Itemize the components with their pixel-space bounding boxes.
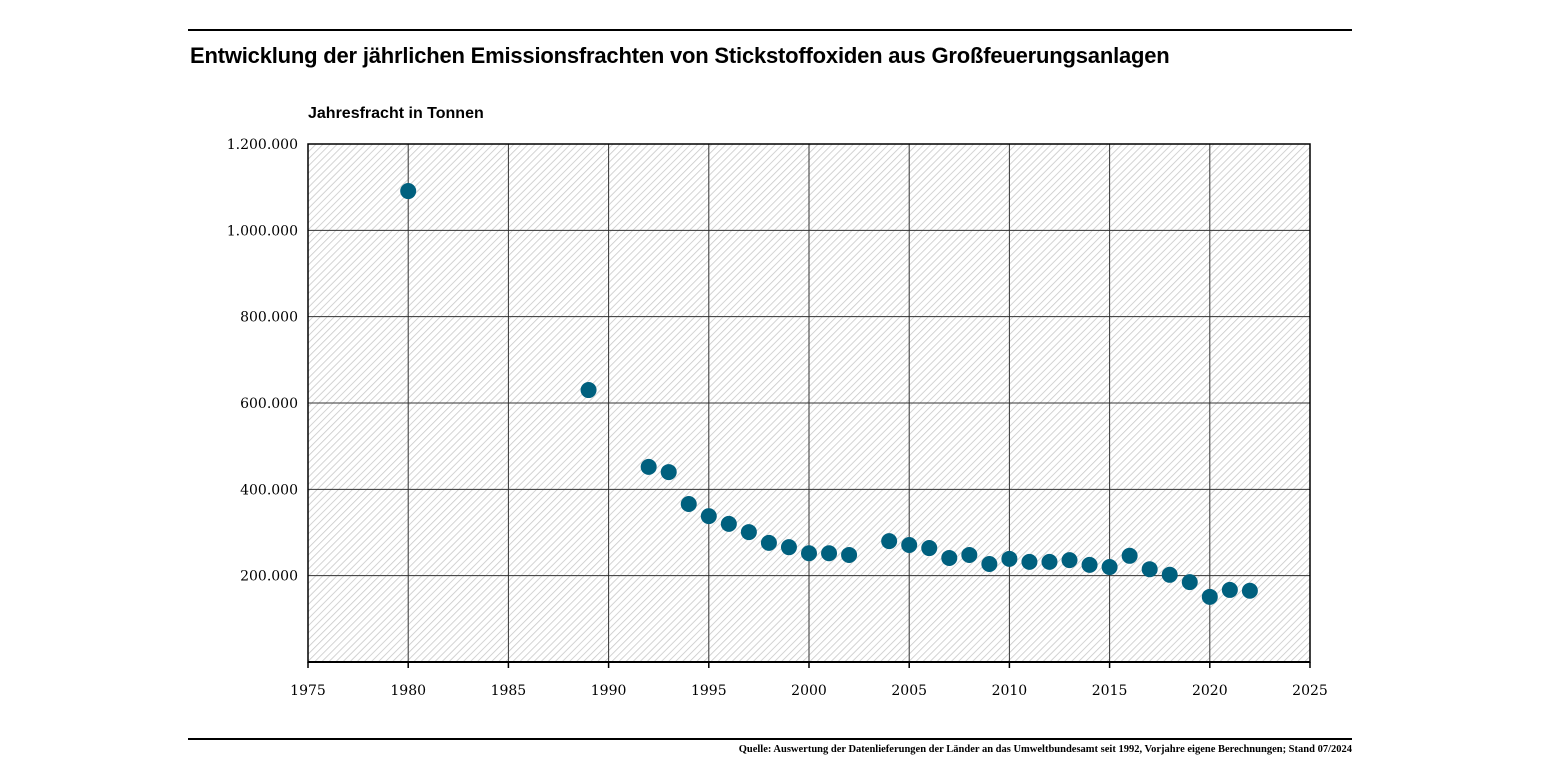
y-tick-label: 600.000 bbox=[240, 396, 298, 412]
bottom-rule bbox=[188, 738, 1352, 740]
y-tick-label: 400.000 bbox=[240, 482, 298, 498]
data-point bbox=[1141, 561, 1158, 578]
data-point bbox=[580, 382, 597, 399]
x-tick-label: 1985 bbox=[491, 683, 527, 699]
x-tick-label: 2005 bbox=[891, 683, 927, 699]
x-tick-label: 2015 bbox=[1092, 683, 1128, 699]
data-point bbox=[921, 540, 938, 557]
y-tick-label: 1.000.000 bbox=[227, 223, 298, 239]
data-point bbox=[1041, 553, 1058, 570]
x-tick-label: 1975 bbox=[290, 683, 326, 699]
top-rule bbox=[188, 29, 1352, 31]
data-point bbox=[720, 515, 737, 532]
data-point bbox=[941, 549, 958, 566]
data-point bbox=[760, 534, 777, 551]
data-point bbox=[640, 458, 657, 475]
x-tick-label: 2025 bbox=[1292, 683, 1328, 699]
data-point bbox=[400, 183, 417, 200]
data-point bbox=[801, 545, 817, 562]
data-point bbox=[680, 496, 697, 513]
data-point bbox=[1181, 574, 1198, 591]
data-point bbox=[740, 524, 757, 541]
y-tick-label: 1.200.000 bbox=[227, 137, 298, 153]
chart-title: Entwicklung der jährlichen Emissionsfrac… bbox=[190, 43, 1170, 68]
data-point bbox=[821, 545, 838, 562]
y-tick-label: 200.000 bbox=[240, 569, 298, 585]
x-tick-label: 1990 bbox=[591, 683, 627, 699]
x-tick-label: 2020 bbox=[1192, 683, 1228, 699]
source-note: Quelle: Auswertung der Datenlieferungen … bbox=[738, 744, 1352, 755]
data-point bbox=[961, 546, 978, 563]
data-point bbox=[981, 556, 998, 573]
data-point bbox=[1101, 559, 1118, 576]
data-point bbox=[1001, 550, 1018, 567]
data-point bbox=[1081, 556, 1098, 573]
x-tick-label: 1980 bbox=[390, 683, 426, 699]
data-point bbox=[1161, 566, 1178, 583]
y-tick-label: 800.000 bbox=[240, 310, 298, 326]
data-point bbox=[1241, 582, 1258, 599]
x-tick-label: 2000 bbox=[791, 683, 827, 699]
data-point bbox=[1021, 553, 1038, 570]
data-point bbox=[1121, 547, 1138, 564]
data-point bbox=[881, 533, 898, 550]
data-point bbox=[1061, 552, 1078, 569]
data-point bbox=[901, 537, 918, 554]
x-tick-label: 2010 bbox=[992, 683, 1028, 699]
data-point bbox=[660, 464, 677, 481]
data-point bbox=[1201, 588, 1218, 605]
data-point bbox=[780, 539, 797, 556]
y-axis-label: Jahresfracht in Tonnen bbox=[308, 105, 484, 122]
data-point bbox=[1221, 581, 1238, 598]
data-point bbox=[841, 546, 858, 563]
data-point bbox=[700, 508, 717, 525]
x-tick-label: 1995 bbox=[691, 683, 727, 699]
